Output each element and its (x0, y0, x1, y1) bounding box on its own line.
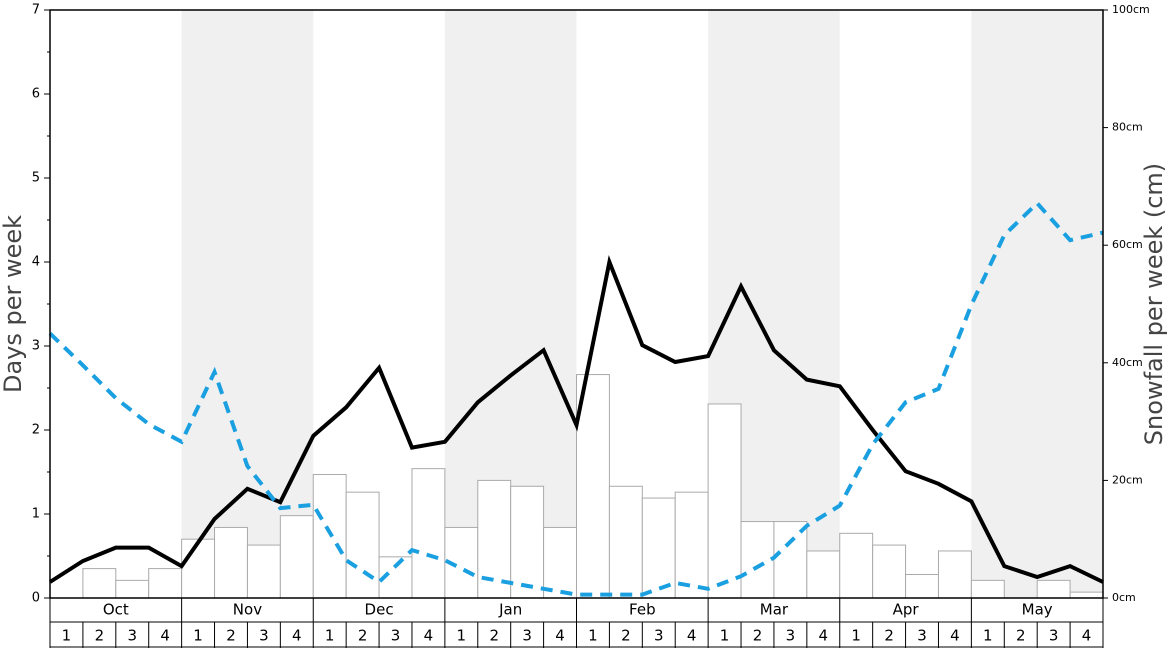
bar (773, 521, 808, 599)
week-label: 4 (292, 627, 302, 645)
y-tick-label: 7 (32, 3, 40, 18)
y-axis-label: Days per week (0, 215, 27, 393)
week-label: 4 (950, 627, 960, 645)
week-label: 1 (588, 627, 598, 645)
week-label: 2 (226, 627, 236, 645)
bar (82, 568, 117, 599)
y2-tick-label: 40cm (1112, 356, 1143, 369)
week-label: 4 (687, 627, 697, 645)
week-label: 1 (325, 627, 335, 645)
y-tick-label: 5 (32, 171, 40, 186)
week-label: 4 (1082, 627, 1092, 645)
week-label: 1 (720, 627, 730, 645)
week-label: 3 (786, 627, 796, 645)
line (48, 200, 1104, 597)
week-label: 3 (127, 627, 137, 645)
week-label: 2 (884, 627, 894, 645)
week-label: 1 (62, 627, 72, 645)
y-tick-label: 0 (32, 591, 40, 606)
week-label: 3 (522, 627, 532, 645)
week-label: 2 (753, 627, 763, 645)
week-label: 3 (391, 627, 401, 645)
month-label: Apr (893, 601, 920, 619)
month-label: Dec (365, 601, 394, 619)
month-label: Mar (760, 601, 789, 619)
week-label: 4 (555, 627, 565, 645)
y-tick-label: 3 (32, 339, 40, 354)
week-label: 2 (358, 627, 368, 645)
week-label: 2 (1016, 627, 1026, 645)
bar (214, 526, 248, 599)
bar (543, 526, 577, 599)
y2-axis-label: Snowfall per week (cm) (1140, 163, 1168, 445)
month-label: May (1022, 601, 1053, 619)
week-label: 3 (654, 627, 664, 645)
bar (608, 485, 643, 599)
y2-tick-label: 0cm (1112, 591, 1136, 604)
bar (740, 521, 775, 599)
y-tick-label: 2 (32, 423, 40, 438)
week-label: 3 (1049, 627, 1059, 645)
bar (970, 579, 1005, 599)
bar (707, 403, 742, 599)
bar (839, 532, 874, 599)
bar (411, 468, 446, 599)
bar (641, 497, 676, 599)
bar (181, 538, 216, 599)
bar (1069, 591, 1104, 599)
week-label: 4 (160, 627, 170, 645)
month-label: Oct (103, 601, 129, 619)
week-label: 1 (851, 627, 861, 645)
y2-tick-label: 80cm (1112, 121, 1143, 134)
month-band (181, 10, 314, 598)
bar (872, 544, 907, 599)
week-label: 2 (621, 627, 631, 645)
bar (576, 374, 610, 599)
y-tick-label: 4 (32, 255, 40, 270)
month-band (971, 10, 1103, 598)
week-label: 3 (259, 627, 269, 645)
bar (806, 550, 841, 599)
week-label: 2 (489, 627, 499, 645)
bar (148, 568, 183, 599)
bar (674, 491, 709, 599)
month-label: Nov (233, 601, 262, 619)
week-label: 4 (819, 627, 829, 645)
y2-tick-label: 20cm (1112, 473, 1143, 486)
y-tick-label: 1 (32, 507, 40, 522)
bar (246, 544, 281, 599)
month-label: Feb (629, 601, 656, 619)
bar (1036, 579, 1071, 599)
line (48, 254, 1104, 584)
week-label: 2 (95, 627, 105, 645)
bar (345, 491, 380, 599)
bar (279, 515, 314, 599)
bar (115, 579, 150, 599)
y2-tick-label: 60cm (1112, 238, 1143, 251)
bar (905, 573, 939, 599)
week-label: 3 (917, 627, 927, 645)
bar (510, 485, 545, 599)
bar (937, 550, 972, 599)
y2-tick-label: 100cm (1112, 3, 1150, 16)
y-tick-label: 6 (32, 87, 40, 102)
week-label: 1 (457, 627, 467, 645)
week-label: 1 (983, 627, 993, 645)
month-label: Jan (498, 601, 522, 619)
week-label: 1 (193, 627, 203, 645)
week-label: 4 (424, 627, 434, 645)
